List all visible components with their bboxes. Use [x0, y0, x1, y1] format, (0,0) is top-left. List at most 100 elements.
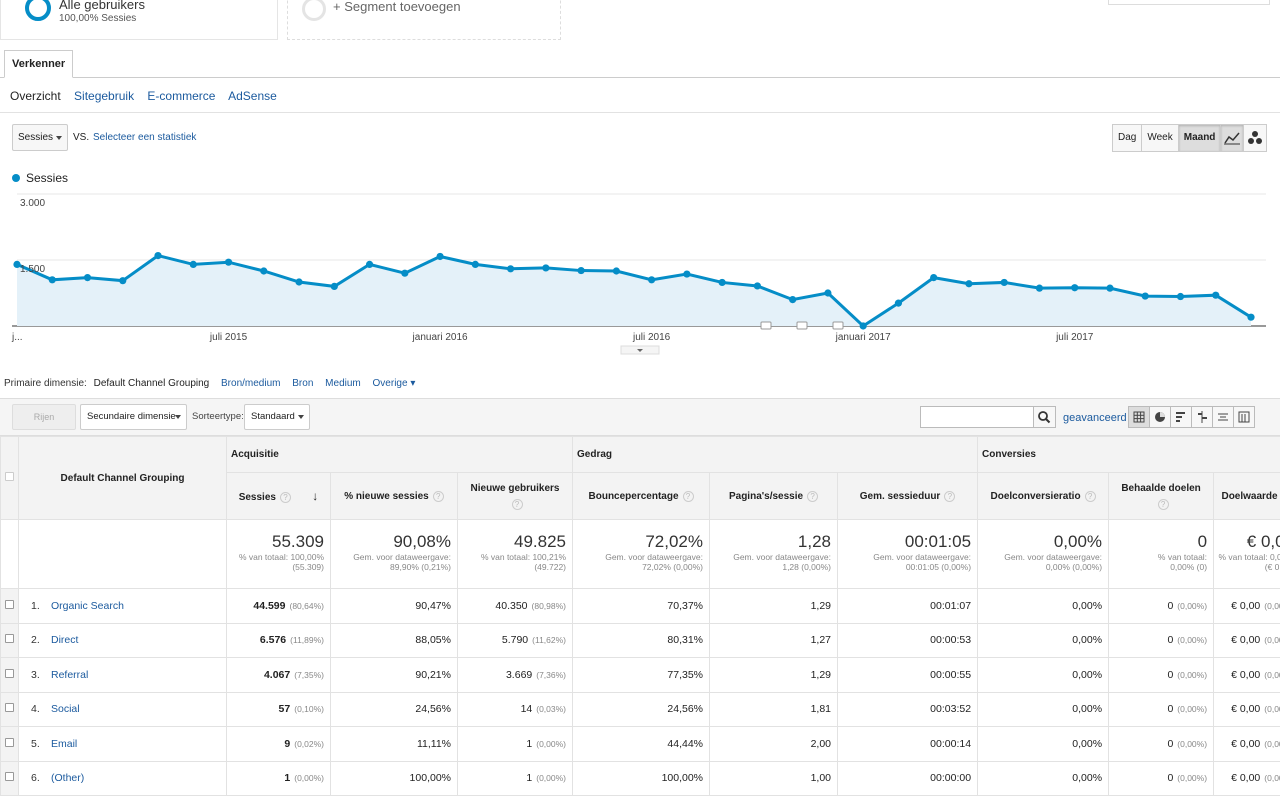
channel-link[interactable]: Social [51, 703, 80, 716]
row-checkbox[interactable] [5, 599, 14, 609]
column-header[interactable]: Pagina's/sessie? [709, 472, 839, 520]
select-all-checkbox[interactable] [0, 436, 19, 520]
data-point[interactable] [1071, 284, 1079, 292]
data-point[interactable] [154, 252, 162, 260]
data-point[interactable] [189, 260, 197, 268]
channel-link[interactable]: Email [51, 737, 78, 750]
data-point[interactable] [789, 296, 797, 304]
date-range-picker[interactable] [1108, 0, 1270, 5]
help-icon[interactable]: ? [279, 492, 291, 503]
help-icon[interactable]: ? [682, 490, 694, 502]
period-day-button[interactable]: Dag [1112, 124, 1143, 152]
sort-arrow-icon[interactable]: ↓ [308, 489, 319, 503]
row-checkbox[interactable] [5, 737, 14, 747]
column-header[interactable]: Doelwaarde? [1213, 472, 1280, 520]
data-point[interactable] [83, 274, 92, 282]
channel-link[interactable]: Organic Search [51, 599, 124, 612]
view-pie-button[interactable] [1149, 406, 1171, 428]
data-point[interactable] [295, 278, 303, 286]
subnav-ecommerce[interactable]: E-commerce [147, 89, 216, 103]
data-point[interactable] [718, 278, 726, 287]
column-header[interactable]: Nieuwe gebruikers? [456, 472, 574, 520]
channel-link[interactable]: (Other) [51, 772, 85, 785]
data-point[interactable] [507, 265, 515, 273]
help-icon[interactable]: ? [511, 498, 523, 510]
data-point[interactable] [1176, 292, 1185, 301]
data-point[interactable] [48, 276, 56, 284]
data-point[interactable] [1247, 313, 1255, 321]
view-term-cloud-button[interactable] [1212, 406, 1234, 428]
view-data-button[interactable] [1128, 406, 1150, 428]
data-point[interactable] [965, 280, 973, 288]
row-checkbox[interactable] [5, 703, 14, 713]
data-point[interactable] [930, 274, 938, 282]
data-point[interactable] [471, 260, 479, 268]
data-point[interactable] [894, 299, 903, 307]
data-point[interactable] [753, 282, 762, 290]
help-icon[interactable]: ? [1084, 490, 1096, 502]
tab-verkenner[interactable]: Verkenner [4, 50, 74, 78]
data-point[interactable] [648, 276, 656, 284]
dimension-column-header[interactable]: Default Channel Grouping [18, 436, 227, 520]
data-point[interactable] [683, 270, 691, 278]
channel-link[interactable]: Referral [51, 668, 89, 681]
subnav-overzicht[interactable]: Overzicht [10, 89, 61, 103]
data-point[interactable] [119, 277, 127, 285]
period-week-button[interactable]: Week [1141, 124, 1179, 152]
column-header[interactable]: Doelconversieratio? [977, 472, 1110, 520]
data-point[interactable] [542, 264, 550, 272]
help-icon[interactable]: ? [807, 490, 819, 502]
channel-link[interactable]: Direct [51, 634, 79, 647]
motion-chart-button[interactable] [1243, 124, 1267, 152]
data-point[interactable] [1141, 292, 1149, 300]
table-search-input[interactable] [920, 406, 1034, 428]
subnav-adsense[interactable]: AdSense [228, 89, 277, 103]
help-icon[interactable]: ? [432, 490, 444, 502]
plot-rows-button[interactable]: Rijen weergeven [12, 404, 76, 446]
data-point[interactable] [1212, 291, 1220, 299]
sort-type-select[interactable]: Standaard [244, 404, 310, 430]
annotation-icon[interactable] [832, 321, 844, 330]
data-point[interactable] [401, 269, 409, 277]
line-chart-button[interactable] [1220, 124, 1244, 152]
subnav-sitegebruik[interactable]: Sitegebruik [74, 89, 135, 103]
data-point[interactable] [436, 252, 444, 261]
view-pivot-button[interactable] [1233, 406, 1255, 428]
data-point[interactable] [1000, 278, 1008, 287]
data-point[interactable] [577, 266, 585, 275]
dimension-bron-medium[interactable]: Bron/medium [221, 378, 281, 389]
period-month-button[interactable]: Maand [1177, 124, 1222, 152]
row-checkbox[interactable] [5, 634, 14, 644]
help-icon[interactable]: ? [1157, 498, 1169, 510]
data-point[interactable] [1106, 284, 1114, 292]
data-point[interactable] [224, 258, 233, 266]
row-checkbox[interactable] [5, 668, 14, 678]
metric-select[interactable]: Sessies [12, 124, 68, 151]
data-point[interactable] [365, 260, 374, 268]
data-point[interactable] [260, 267, 268, 275]
select-metric-link[interactable]: Selecteer een statistiek [93, 132, 197, 143]
data-point[interactable] [612, 267, 620, 275]
column-header[interactable]: Behaalde doelen? [1108, 472, 1215, 520]
dimension-overige[interactable]: Overige ▾ [372, 378, 416, 389]
data-point[interactable] [13, 260, 21, 268]
row-checkbox[interactable] [5, 772, 14, 782]
column-header[interactable]: Bouncepercentage? [572, 472, 711, 520]
search-button[interactable] [1033, 406, 1056, 428]
secondary-dimension-select[interactable]: Secundaire dimensie [80, 404, 187, 430]
segment-card-all-users[interactable]: Alle gebruikers 100,00% Sessies [0, 0, 278, 40]
dimension-bron[interactable]: Bron [292, 378, 314, 389]
add-segment-card[interactable]: + Segment toevoegen [287, 0, 561, 40]
help-icon[interactable]: ? [944, 490, 956, 502]
data-point[interactable] [1035, 284, 1044, 292]
column-header[interactable]: Sessies? ↓ [226, 472, 331, 520]
dimension-medium[interactable]: Medium [325, 378, 361, 389]
view-comparison-button[interactable] [1191, 406, 1213, 428]
annotation-icon[interactable] [760, 321, 772, 330]
column-header[interactable]: % nieuwe sessies? [330, 472, 458, 520]
data-point[interactable] [859, 322, 867, 330]
data-point[interactable] [824, 289, 832, 297]
data-point[interactable] [330, 282, 338, 290]
advanced-filter-link[interactable]: geavanceerd [1063, 412, 1127, 424]
column-header[interactable]: Gem. sessieduur? [837, 472, 979, 520]
